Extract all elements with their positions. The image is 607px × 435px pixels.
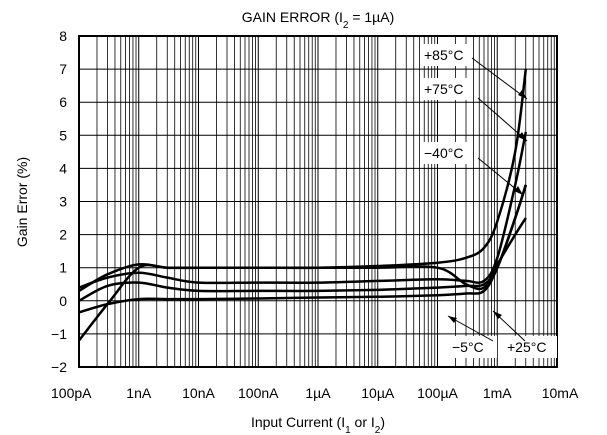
annotation-minus40c: −40°C — [421, 142, 524, 196]
y-axis-label: Gain Error (%) — [14, 157, 30, 247]
svg-text:−40°C: −40°C — [424, 145, 463, 161]
x-tick-label: 1µA — [305, 385, 331, 401]
y-tick-label: 8 — [59, 28, 67, 44]
annotation-minus5c: −5°C — [447, 315, 497, 358]
series-line-4 — [78, 184, 527, 314]
svg-text:−5°C: −5°C — [452, 339, 484, 355]
y-tick-label: −1 — [51, 326, 67, 342]
svg-text:+25°C: +25°C — [507, 339, 546, 355]
series-line-3 — [78, 217, 527, 342]
svg-text:+85°C: +85°C — [424, 47, 463, 63]
x-tick-label: 100nA — [238, 385, 279, 401]
x-tick-label: 100pA — [51, 385, 92, 401]
annotation-75c: +75°C — [420, 78, 528, 142]
y-tick-labels: −2 −1 0 1 2 3 4 5 6 7 8 — [51, 28, 67, 375]
y-tick-label: 7 — [59, 61, 67, 77]
x-tick-label: 1mA — [483, 385, 512, 401]
y-tick-label: 1 — [59, 260, 67, 276]
series-layer — [78, 68, 528, 342]
x-tick-label: 1nA — [126, 385, 152, 401]
grid — [78, 35, 557, 368]
y-tick-label: 6 — [59, 94, 67, 110]
series-line-1 — [78, 131, 528, 289]
x-tick-labels: 100pA 1nA 10nA 100nA 1µA 10µA 100µA 1mA 10mA — [51, 385, 579, 401]
x-tick-label: 100µA — [417, 385, 458, 401]
chart-title: GAIN ERROR (I2 = 1µA) — [242, 9, 395, 31]
svg-text:+75°C: +75°C — [424, 81, 463, 97]
annotation-85c: +85°C — [420, 44, 528, 100]
y-tick-label: 3 — [59, 194, 67, 210]
y-tick-label: 0 — [59, 293, 67, 309]
y-tick-label: 2 — [59, 227, 67, 243]
x-tick-label: 10µA — [361, 385, 395, 401]
y-tick-label: 4 — [59, 160, 67, 176]
x-tick-label: 10mA — [542, 385, 579, 401]
x-tick-label: 10nA — [182, 385, 215, 401]
y-tick-label: −2 — [51, 359, 67, 375]
annotation-25c: +25°C — [492, 310, 557, 358]
x-axis-label: Input Current (I1 or I2) — [251, 414, 385, 435]
y-tick-label: 5 — [59, 127, 67, 143]
plot-frame — [78, 35, 558, 368]
